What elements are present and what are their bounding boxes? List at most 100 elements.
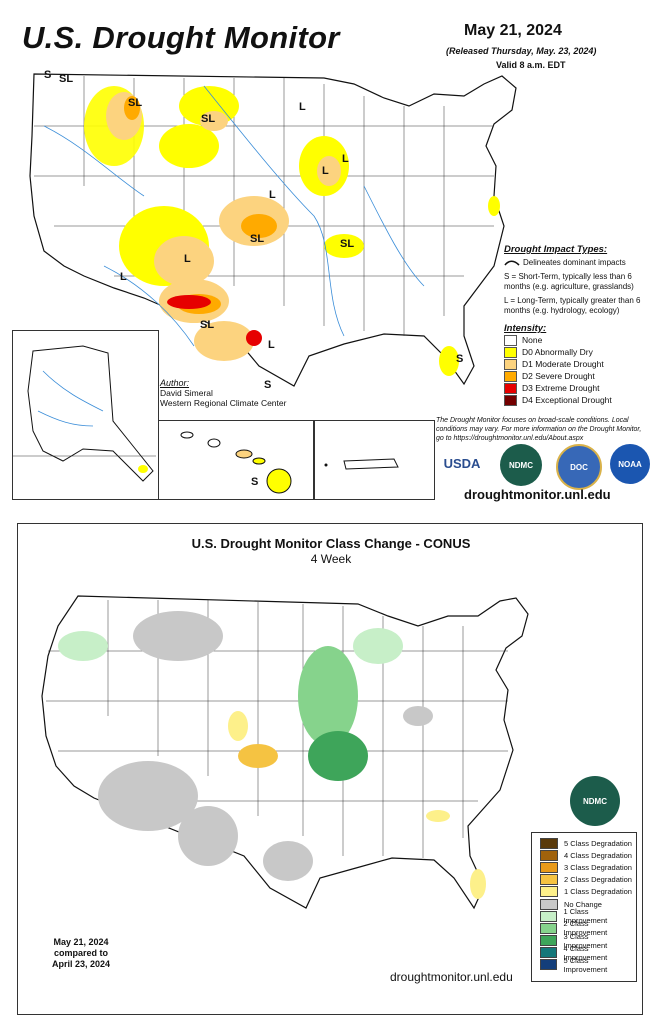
class-change-label: 4 Class Improvement <box>563 943 608 962</box>
class-change-item: No Change <box>540 898 632 910</box>
class-change-item: 4 Class Degradation <box>540 849 632 861</box>
impact-label: S <box>251 476 258 488</box>
valid-time: Valid 8 a.m. EDT <box>496 60 566 70</box>
intensity-swatch <box>504 382 517 394</box>
class-change-swatch <box>540 837 558 849</box>
impact-label: SL <box>340 238 354 250</box>
impact-label: L <box>322 165 329 177</box>
intensity-item: D1 Moderate Drought <box>504 358 654 370</box>
conus-outline <box>41 595 529 910</box>
intensity-label: None <box>522 335 543 345</box>
intensity-item: D3 Extreme Drought <box>504 382 654 394</box>
doc-logo: DOC <box>556 444 602 490</box>
monitor-note: The Drought Monitor focuses on broad-sca… <box>436 417 642 442</box>
class-change-label: 2 Class Degradation <box>564 875 632 885</box>
usda-logo-text: USDA <box>443 455 481 471</box>
class-change-label: 5 Class Degradation <box>564 838 632 848</box>
class-change-swatch <box>540 910 558 922</box>
noaa-logo-text: NOAA <box>618 459 642 469</box>
intensity-swatch <box>504 370 517 382</box>
intensity-label: D4 Exceptional Drought <box>522 395 612 405</box>
intensity-swatch <box>504 334 517 346</box>
impact-label: L <box>268 339 275 351</box>
ndmc-logo-bottom: NDMC <box>570 776 620 826</box>
drought-monitor-panel: U.S. Drought Monitor May 21, 2024 (Relea… <box>10 8 652 505</box>
impact-labels: S SL SL SL L L L SL L SL L SL L L S S <box>44 69 463 391</box>
long-term-text: L = Long-Term, typically greater than 6 … <box>504 296 641 315</box>
class-change-label: 3 Class Degradation <box>564 862 632 872</box>
map-title: U.S. Drought Monitor <box>22 20 340 55</box>
class-change-swatch <box>540 935 558 947</box>
map-date: May 21, 2024 <box>464 22 562 39</box>
conus-drought-map: S SL SL SL L L L SL L SL L SL L L S S <box>29 69 517 391</box>
puerto-rico-map <box>324 458 399 470</box>
bottom-url[interactable]: droughtmonitor.unl.edu <box>390 970 513 984</box>
short-term-text: S = Short-Term, typically less than 6 mo… <box>504 272 634 291</box>
intensity-swatch <box>504 394 517 406</box>
hawaii-inset: S <box>158 420 315 500</box>
author-block: Author: David Simeral Western Regional C… <box>160 378 286 408</box>
comparison-dates: May 21, 2024 compared to April 23, 2024 <box>26 937 136 970</box>
hawaii-map: S <box>180 431 292 494</box>
class-change-item: 5 Class Improvement <box>540 955 632 974</box>
ndmc-logo-bottom-text: NDMC <box>583 796 607 806</box>
noaa-logo: NOAA <box>610 444 650 484</box>
class-change-item: 4 Class Improvement <box>540 943 632 962</box>
intensity-label: D1 Moderate Drought <box>522 359 604 369</box>
author-name: David Simeral <box>160 388 213 398</box>
change-areas <box>58 611 486 899</box>
intensity-item: D4 Exceptional Drought <box>504 394 654 406</box>
boundary-line-icon <box>504 260 520 266</box>
impact-types-legend: Drought Impact Types: Delineates dominan… <box>504 244 654 316</box>
impact-label: SL <box>128 97 142 109</box>
class-change-rows: 5 Class Degradation 4 Class Degradation 3 … <box>540 837 632 974</box>
intensity-legend: Intensity: None D0 Abnormally Dry D1 Moder… <box>504 323 654 406</box>
alaska-inset <box>12 330 159 500</box>
class-change-swatch <box>540 959 558 971</box>
ndmc-logo-text: NDMC <box>509 460 533 470</box>
class-change-swatch <box>540 947 558 959</box>
class-change-swatch <box>540 886 558 898</box>
prior-date: April 23, 2024 <box>51 959 111 969</box>
class-change-title: U.S. Drought Monitor Class Change - CONU… <box>191 536 471 551</box>
impact-label: L <box>299 101 306 113</box>
intensity-rows: None D0 Abnormally Dry D1 Moderate Drought… <box>504 334 654 406</box>
current-date: May 21, 2024 <box>53 937 109 947</box>
class-change-subtitle: 4 Week <box>310 552 352 566</box>
top-url[interactable]: droughtmonitor.unl.edu <box>464 487 611 502</box>
class-change-item: 5 Class Degradation <box>540 837 632 849</box>
intensity-label: D3 Extreme Drought <box>522 383 600 393</box>
drought-areas <box>84 86 500 376</box>
ndmc-logo: NDMC <box>500 444 542 486</box>
class-change-item: 2 Class Improvement <box>540 919 632 938</box>
class-change-item: 1 Class Degradation <box>540 886 632 898</box>
impact-label: L <box>184 253 191 265</box>
impact-label: L <box>269 189 276 201</box>
impact-label: S <box>456 353 463 365</box>
intensity-item: D0 Abnormally Dry <box>504 346 654 358</box>
impact-label: L <box>342 153 349 165</box>
class-change-map <box>41 595 529 910</box>
class-change-swatch <box>540 922 558 934</box>
class-change-item: 3 Class Degradation <box>540 861 632 873</box>
impact-label: S <box>264 379 271 391</box>
delineates-text: Delineates dominant impacts <box>523 258 626 267</box>
impact-label: SL <box>250 233 264 245</box>
class-change-label: 2 Class Improvement <box>563 919 608 938</box>
intensity-item: D2 Severe Drought <box>504 370 654 382</box>
class-change-label: No Change <box>564 899 602 909</box>
impact-label: SL <box>201 113 215 125</box>
impact-types-heading: Drought Impact Types: <box>504 244 608 255</box>
class-change-panel: U.S. Drought Monitor Class Change - CONU… <box>17 523 643 1015</box>
class-change-label: 5 Class Improvement <box>563 955 608 974</box>
class-change-label: 3 Class Improvement <box>563 931 608 950</box>
author-org: Western Regional Climate Center <box>160 398 287 408</box>
class-change-item: 2 Class Degradation <box>540 874 632 886</box>
author-heading: Author: <box>160 378 190 388</box>
intensity-label: D2 Severe Drought <box>522 371 595 381</box>
class-change-label: 4 Class Degradation <box>564 850 632 860</box>
intensity-swatch <box>504 358 517 370</box>
class-change-label: 1 Class Improvement <box>563 907 608 926</box>
class-change-swatch <box>540 849 558 861</box>
puerto-rico-inset <box>313 420 435 500</box>
